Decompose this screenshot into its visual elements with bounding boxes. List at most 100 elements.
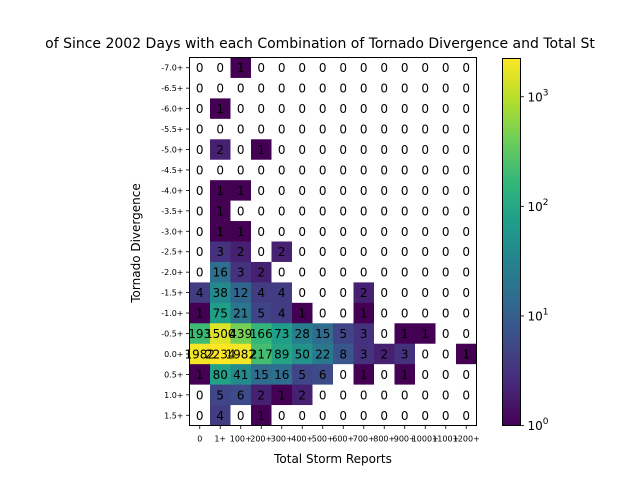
heatmap-cell	[435, 221, 457, 242]
heatmap-cell	[312, 261, 334, 283]
heatmap-cell	[189, 241, 211, 263]
cell-value-label: 0	[278, 409, 286, 423]
cell-value-label: 1	[216, 225, 224, 239]
heatmap-cell	[415, 364, 436, 386]
heatmap-cell	[312, 405, 334, 426]
heatmap-cell	[292, 57, 313, 79]
cell-value-label: 0	[216, 82, 224, 96]
heatmap-cell	[312, 139, 334, 161]
heatmap-cell	[456, 139, 477, 161]
cell-value-label: 0	[421, 225, 429, 239]
cell-value-label: 0	[319, 123, 327, 137]
heatmap-cell	[210, 241, 231, 263]
heatmap-cell	[230, 343, 252, 365]
heatmap-cell	[271, 384, 293, 406]
cell-value-label: 8	[339, 347, 347, 361]
heatmap-cell	[292, 405, 313, 426]
heatmap-cell	[189, 221, 211, 242]
cell-value-label: 0	[421, 204, 429, 218]
cell-value-label: 0	[421, 245, 429, 259]
heatmap-cell	[435, 343, 457, 365]
cell-value-label: 0	[196, 225, 204, 239]
heatmap-cell	[251, 343, 272, 365]
y-axis-label: Tornado Divergence	[129, 183, 143, 303]
cell-value-label: 0	[196, 266, 204, 280]
heatmap-cell	[435, 118, 457, 140]
heatmap-cell	[374, 200, 395, 222]
cell-value-label: 0	[421, 368, 429, 382]
heatmap-cell	[271, 221, 293, 242]
y-tick-label: -1.0+	[161, 309, 183, 318]
cell-value-label: 22	[315, 347, 330, 361]
x-tick-label: 600+	[332, 435, 354, 444]
cell-value-label: 0	[360, 143, 368, 157]
cell-value-label: 0	[380, 82, 388, 96]
cell-value-label: 0	[319, 266, 327, 280]
cell-value-label: 0	[380, 368, 388, 382]
cell-value-label: 15	[315, 327, 330, 341]
cell-value-label: 0	[380, 123, 388, 137]
cell-value-label: 0	[319, 388, 327, 402]
cell-value-label: 2	[360, 286, 368, 300]
heatmap-cell	[251, 77, 272, 99]
cell-value-label: 0	[401, 61, 409, 75]
heatmap-cell	[415, 302, 436, 324]
heatmap-cell	[374, 241, 395, 263]
cell-value-label: 0	[237, 409, 245, 423]
heatmap-cell	[251, 384, 272, 406]
cell-value-label: 0	[278, 184, 286, 198]
heatmap-cell	[292, 159, 313, 181]
cell-value-label: 28	[295, 327, 310, 341]
heatmap-cell	[230, 323, 252, 345]
heatmap-cell	[353, 343, 375, 365]
heatmap-cell	[189, 159, 211, 181]
cell-value-label: 0	[380, 409, 388, 423]
cell-value-label: 0	[278, 266, 286, 280]
cell-value-label: 0	[360, 123, 368, 137]
heatmap-cell	[374, 364, 395, 386]
heatmap-cell	[210, 77, 231, 99]
cell-value-label: 0	[196, 102, 204, 116]
x-tick-label: 500+	[312, 435, 334, 444]
heatmap-cell	[394, 323, 416, 345]
cell-value-label: 16	[213, 266, 228, 280]
heatmap-cell	[271, 57, 293, 79]
cell-value-label: 0	[319, 225, 327, 239]
cell-value-label: 0	[196, 61, 204, 75]
cell-value-label: 0	[421, 82, 429, 96]
cell-value-label: 0	[401, 82, 409, 96]
heatmap-cell	[189, 98, 211, 120]
cell-value-label: 0	[298, 245, 306, 259]
cell-value-label: 0	[401, 204, 409, 218]
heatmap-cell	[394, 57, 416, 79]
heatmap-cell-labels: 0 0 1 0 0 0 0 0 0 0 0 0 0 00 0 0 0 0 0 0 0 0 0 0 0 0 00 1 0 0 0 0 0 0 0 0 0 0…	[184, 61, 470, 423]
x-tick-label: 0	[197, 435, 202, 444]
cell-value-label: 0	[442, 61, 450, 75]
heatmap-cell	[353, 323, 375, 345]
heatmap-cell	[292, 98, 313, 120]
heatmap-cell	[394, 405, 416, 426]
heatmap-cell	[374, 118, 395, 140]
heatmap-cell	[394, 261, 416, 283]
cell-value-label: 0	[360, 266, 368, 280]
heatmap-cell	[374, 98, 395, 120]
cell-value-label: 2	[237, 245, 245, 259]
cell-value-label: 3	[360, 327, 368, 341]
cell-value-label: 3	[401, 347, 409, 361]
heatmap-cell	[312, 77, 334, 99]
heatmap-cell	[374, 139, 395, 161]
y-tick-label: -3.5+	[161, 207, 183, 216]
cell-value-label: 0	[462, 143, 470, 157]
heatmap-cell	[251, 200, 272, 222]
heatmap-cell	[353, 221, 375, 242]
cell-value-label: 0	[442, 123, 450, 137]
heatmap-cell	[312, 384, 334, 406]
cell-value-label: 1	[401, 327, 409, 341]
cell-value-label: 0	[462, 102, 470, 116]
heatmap-cell	[456, 261, 477, 283]
cell-value-label: 12	[233, 286, 248, 300]
cell-value-label: 0	[319, 61, 327, 75]
cell-value-label: 0	[462, 123, 470, 137]
cell-value-label: 217	[250, 347, 273, 361]
heatmap-cell	[251, 302, 272, 324]
